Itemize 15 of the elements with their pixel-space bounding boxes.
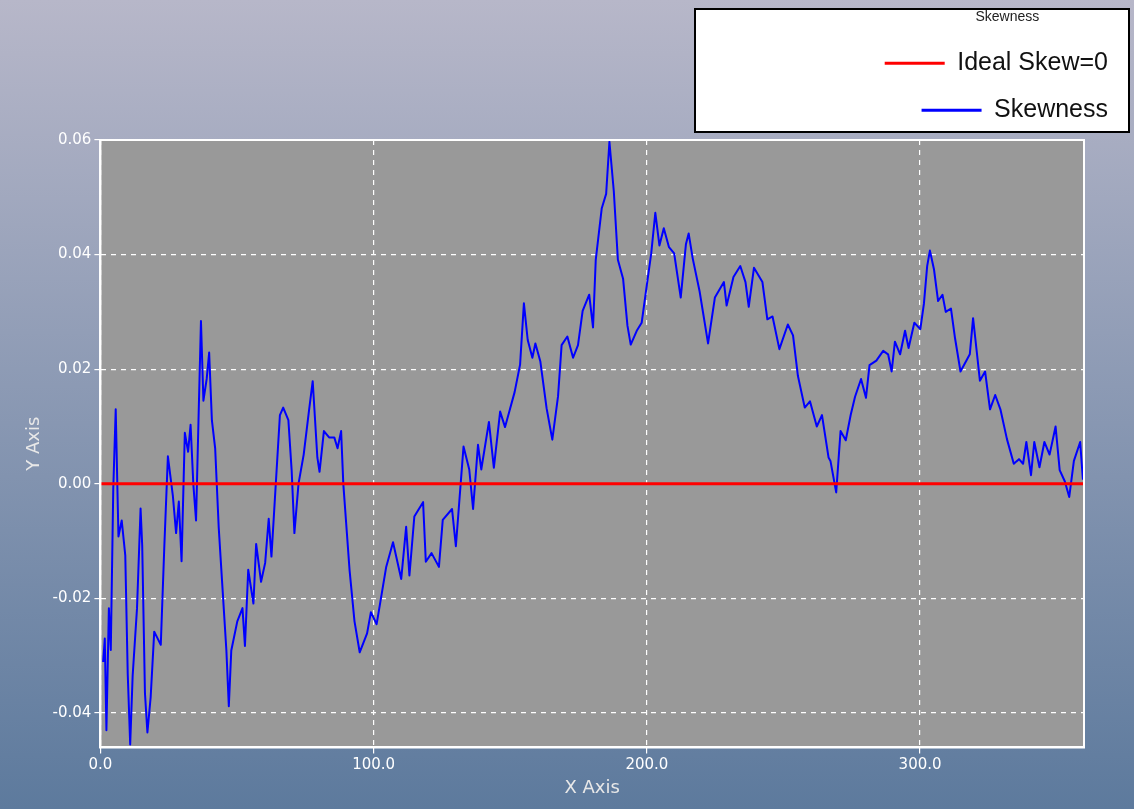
x-tick-label: 200.0 [625,755,669,774]
y-tick-label: -0.04 [52,702,92,721]
x-tick-label: 300.0 [898,755,942,774]
legend-label: Skewness [994,94,1109,123]
y-axis-title: Y Axis [22,416,44,472]
y-tick-label: 0.02 [58,359,92,378]
y-tick-label: 0.00 [58,473,92,492]
y-tick-label: 0.06 [58,129,92,148]
legend-title: Skewness [975,7,1040,24]
x-tick-label: 0.0 [88,755,113,774]
x-axis-title: X Axis [564,775,620,797]
y-tick-label: 0.04 [58,244,92,263]
y-tick-label: -0.02 [52,588,92,607]
legend-label: Ideal Skew=0 [957,47,1108,76]
x-tick-label: 100.0 [352,755,396,774]
